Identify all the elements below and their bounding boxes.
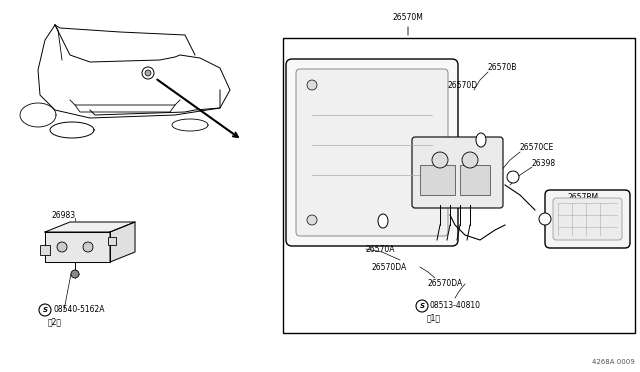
FancyBboxPatch shape <box>553 198 622 240</box>
Text: 26398: 26398 <box>532 158 556 167</box>
Circle shape <box>142 67 154 79</box>
Ellipse shape <box>378 214 388 228</box>
Text: S: S <box>42 307 47 313</box>
Text: 〈1〉: 〈1〉 <box>427 314 441 323</box>
Text: 4268A 0009: 4268A 0009 <box>592 359 635 365</box>
Text: 08513-40810: 08513-40810 <box>430 301 481 311</box>
Circle shape <box>432 152 448 168</box>
FancyBboxPatch shape <box>296 69 448 236</box>
Bar <box>420 165 455 195</box>
Bar <box>40 245 50 255</box>
FancyBboxPatch shape <box>412 137 503 208</box>
Polygon shape <box>45 232 110 262</box>
FancyBboxPatch shape <box>545 190 630 248</box>
Text: 08540-5162A: 08540-5162A <box>53 305 104 314</box>
Text: S: S <box>419 303 424 309</box>
Text: 26570B: 26570B <box>375 224 404 232</box>
Circle shape <box>83 242 93 252</box>
Bar <box>108 237 116 245</box>
Circle shape <box>71 270 79 278</box>
Circle shape <box>57 242 67 252</box>
Text: 26570M: 26570M <box>392 13 424 22</box>
Bar <box>283 38 635 333</box>
Circle shape <box>462 152 478 168</box>
Text: 26570B: 26570B <box>488 64 517 73</box>
Circle shape <box>539 213 551 225</box>
Text: 26570D: 26570D <box>296 167 326 176</box>
Text: 26983: 26983 <box>52 211 76 219</box>
Circle shape <box>145 70 151 76</box>
Circle shape <box>507 171 519 183</box>
Text: 26570DA: 26570DA <box>372 263 407 272</box>
Text: 2657BM: 2657BM <box>568 192 599 202</box>
Text: 26570CE: 26570CE <box>520 144 554 153</box>
Circle shape <box>307 80 317 90</box>
Text: 〈2〉: 〈2〉 <box>48 317 62 327</box>
Circle shape <box>307 215 317 225</box>
Ellipse shape <box>476 133 486 147</box>
Bar <box>460 165 490 195</box>
Polygon shape <box>110 222 135 262</box>
Text: 26570A: 26570A <box>366 244 396 253</box>
Circle shape <box>39 304 51 316</box>
Text: 26578MA: 26578MA <box>296 192 332 202</box>
Polygon shape <box>45 222 135 232</box>
Text: 26570D: 26570D <box>448 80 478 90</box>
Text: 26570DA: 26570DA <box>428 279 463 289</box>
FancyBboxPatch shape <box>286 59 458 246</box>
Circle shape <box>416 300 428 312</box>
